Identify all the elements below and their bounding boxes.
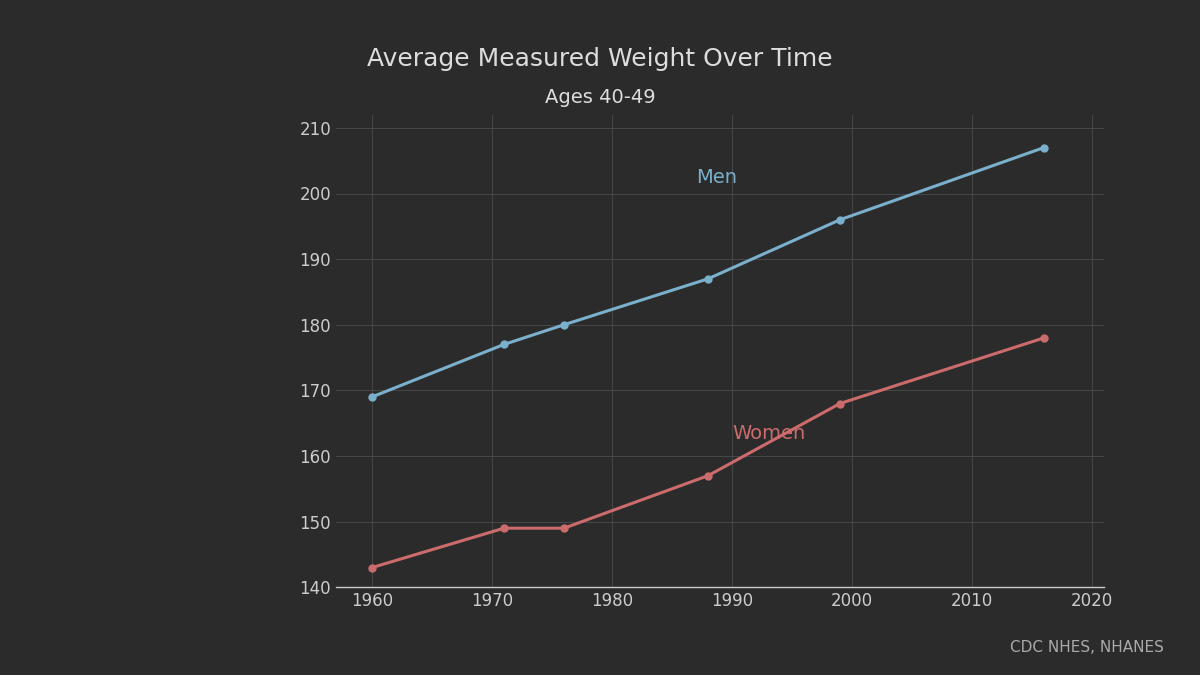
Text: Men: Men: [696, 168, 737, 187]
Text: CDC NHES, NHANES: CDC NHES, NHANES: [1010, 640, 1164, 655]
Text: Women: Women: [732, 424, 805, 443]
Text: Ages 40-49: Ages 40-49: [545, 88, 655, 107]
Text: Average Measured Weight Over Time: Average Measured Weight Over Time: [367, 47, 833, 72]
